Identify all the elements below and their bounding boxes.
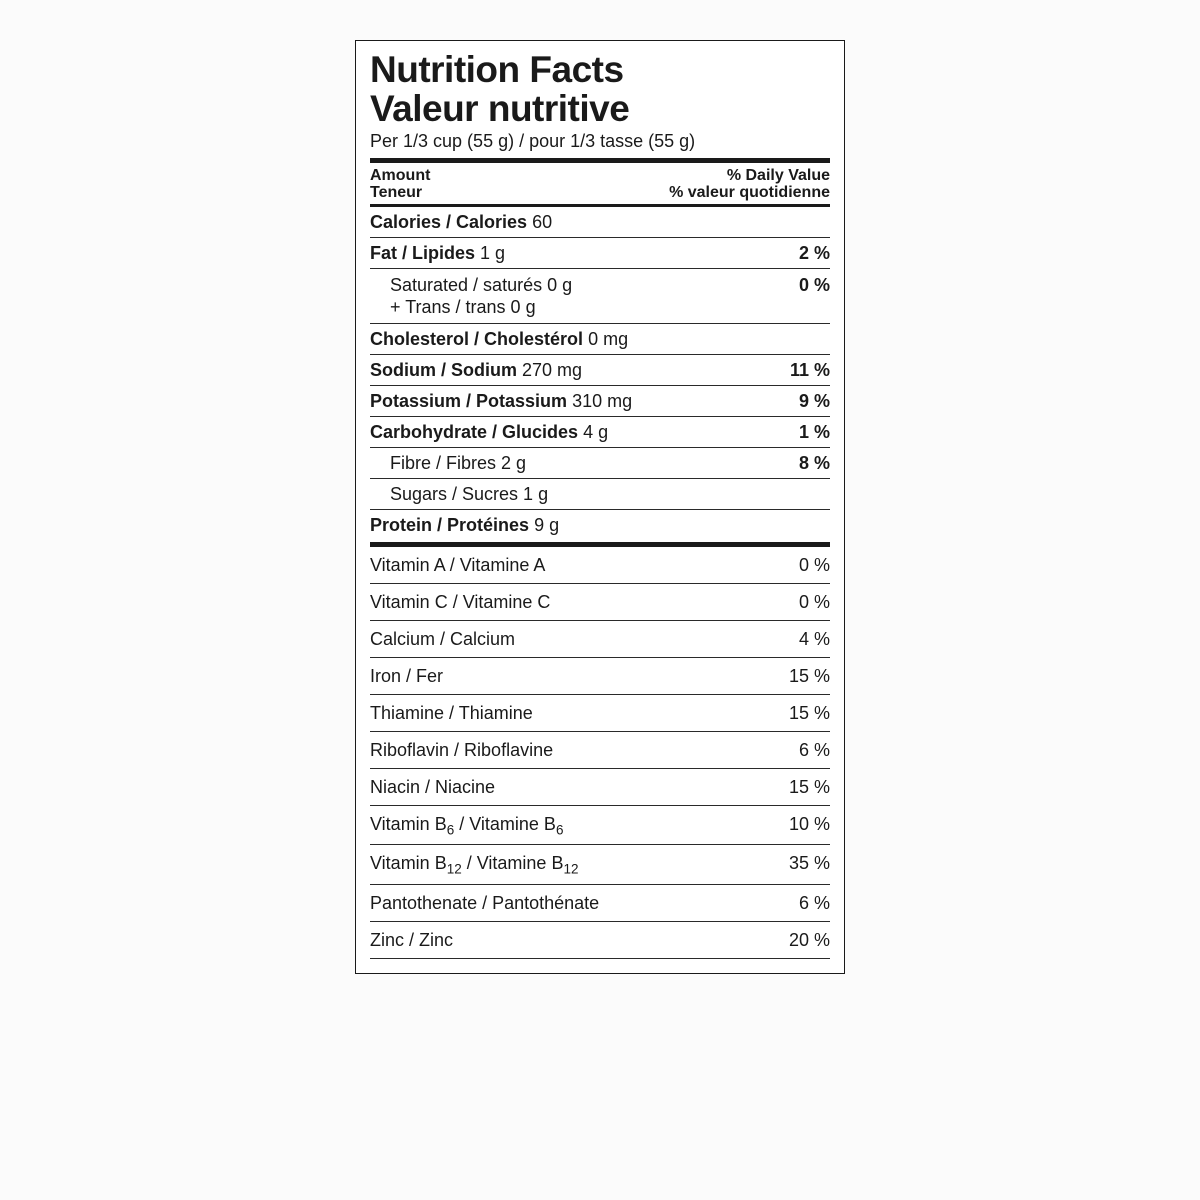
row-iron: Iron / Fer 15 % bbox=[370, 658, 830, 694]
sat-line2: + Trans / trans 0 g bbox=[390, 296, 789, 319]
potassium-value: 310 mg bbox=[572, 391, 632, 411]
b6-dv: 10 % bbox=[779, 814, 830, 835]
fibre-dv: 8 % bbox=[789, 453, 830, 474]
row-protein: Protein / Protéines 9 g bbox=[370, 510, 830, 540]
zinc-dv: 20 % bbox=[779, 930, 830, 951]
b12-pre: Vitamin B bbox=[370, 853, 447, 873]
hdr-amount-en: Amount bbox=[370, 167, 430, 185]
row-vitA: Vitamin A / Vitamine A 0 % bbox=[370, 547, 830, 583]
nutrition-facts-panel: Nutrition Facts Valeur nutritive Per 1/3… bbox=[355, 40, 845, 974]
b6-label: Vitamin B6 / Vitamine B6 bbox=[370, 814, 779, 838]
fibre-label: Fibre / Fibres 2 g bbox=[370, 453, 789, 474]
column-header: Amount Teneur % Daily Value % valeur quo… bbox=[370, 163, 830, 204]
vitC-label: Vitamin C / Vitamine C bbox=[370, 592, 789, 613]
carb-label: Carbohydrate / Glucides bbox=[370, 422, 578, 442]
row-sat-trans: Saturated / saturés 0 g + Trans / trans … bbox=[370, 269, 830, 323]
sodium-value: 270 mg bbox=[522, 360, 582, 380]
protein-label: Protein / Protéines bbox=[370, 515, 529, 535]
chol-label: Cholesterol / Cholestérol bbox=[370, 329, 583, 349]
b12-label: Vitamin B12 / Vitamine B12 bbox=[370, 853, 779, 877]
hdr-dv-fr: % valeur quotidienne bbox=[669, 184, 830, 202]
iron-label: Iron / Fer bbox=[370, 666, 779, 687]
row-calcium: Calcium / Calcium 4 % bbox=[370, 621, 830, 657]
rule bbox=[370, 958, 830, 959]
row-fat: Fat / Lipides 1 g 2 % bbox=[370, 238, 830, 268]
riboflavin-label: Riboflavin / Riboflavine bbox=[370, 740, 789, 761]
calories-value: 60 bbox=[532, 212, 552, 232]
row-b12: Vitamin B12 / Vitamine B12 35 % bbox=[370, 845, 830, 884]
chol-value: 0 mg bbox=[588, 329, 628, 349]
row-fibre: Fibre / Fibres 2 g 8 % bbox=[370, 448, 830, 478]
vitC-dv: 0 % bbox=[789, 592, 830, 613]
b6-pre: Vitamin B bbox=[370, 814, 447, 834]
row-sodium: Sodium / Sodium 270 mg 11 % bbox=[370, 355, 830, 385]
row-thiamine: Thiamine / Thiamine 15 % bbox=[370, 695, 830, 731]
row-sugars: Sugars / Sucres 1 g bbox=[370, 479, 830, 509]
panto-dv: 6 % bbox=[789, 893, 830, 914]
title-line1: Nutrition Facts bbox=[370, 51, 830, 90]
zinc-label: Zinc / Zinc bbox=[370, 930, 779, 951]
row-niacin: Niacin / Niacine 15 % bbox=[370, 769, 830, 805]
row-cholesterol: Cholesterol / Cholestérol 0 mg bbox=[370, 324, 830, 354]
row-potassium: Potassium / Potassium 310 mg 9 % bbox=[370, 386, 830, 416]
panto-label: Pantothenate / Pantothénate bbox=[370, 893, 789, 914]
riboflavin-dv: 6 % bbox=[789, 740, 830, 761]
vitA-dv: 0 % bbox=[789, 555, 830, 576]
sodium-dv: 11 % bbox=[780, 360, 830, 381]
fat-label: Fat / Lipides bbox=[370, 243, 475, 263]
hdr-dv-en: % Daily Value bbox=[669, 167, 830, 185]
calcium-dv: 4 % bbox=[789, 629, 830, 650]
row-b6: Vitamin B6 / Vitamine B6 10 % bbox=[370, 806, 830, 845]
sugars-label: Sugars / Sucres 1 g bbox=[370, 484, 830, 505]
title-line2: Valeur nutritive bbox=[370, 90, 830, 129]
row-zinc: Zinc / Zinc 20 % bbox=[370, 922, 830, 958]
sat-line1: Saturated / saturés 0 g bbox=[390, 274, 789, 297]
row-riboflavin: Riboflavin / Riboflavine 6 % bbox=[370, 732, 830, 768]
sodium-label: Sodium / Sodium bbox=[370, 360, 517, 380]
niacin-dv: 15 % bbox=[779, 777, 830, 798]
protein-value: 9 g bbox=[534, 515, 559, 535]
b12-sub1: 12 bbox=[447, 862, 462, 877]
hdr-amount-fr: Teneur bbox=[370, 184, 430, 202]
b12-sub2: 12 bbox=[563, 862, 578, 877]
vitA-label: Vitamin A / Vitamine A bbox=[370, 555, 789, 576]
serving-size: Per 1/3 cup (55 g) / pour 1/3 tasse (55 … bbox=[370, 131, 830, 156]
potassium-dv: 9 % bbox=[789, 391, 830, 412]
b12-mid: / Vitamine B bbox=[462, 853, 564, 873]
fat-value: 1 g bbox=[480, 243, 505, 263]
iron-dv: 15 % bbox=[779, 666, 830, 687]
carb-value: 4 g bbox=[583, 422, 608, 442]
carb-dv: 1 % bbox=[789, 422, 830, 443]
fat-dv: 2 % bbox=[789, 243, 830, 264]
niacin-label: Niacin / Niacine bbox=[370, 777, 779, 798]
calories-label: Calories / Calories bbox=[370, 212, 527, 232]
b12-dv: 35 % bbox=[779, 853, 830, 874]
b6-mid: / Vitamine B bbox=[454, 814, 556, 834]
calcium-label: Calcium / Calcium bbox=[370, 629, 789, 650]
thiamine-label: Thiamine / Thiamine bbox=[370, 703, 779, 724]
potassium-label: Potassium / Potassium bbox=[370, 391, 567, 411]
row-carb: Carbohydrate / Glucides 4 g 1 % bbox=[370, 417, 830, 447]
row-calories: Calories / Calories 60 bbox=[370, 207, 830, 237]
row-panto: Pantothenate / Pantothénate 6 % bbox=[370, 885, 830, 921]
row-vitC: Vitamin C / Vitamine C 0 % bbox=[370, 584, 830, 620]
b6-sub2: 6 bbox=[556, 822, 564, 837]
sat-dv: 0 % bbox=[789, 275, 830, 296]
thiamine-dv: 15 % bbox=[779, 703, 830, 724]
